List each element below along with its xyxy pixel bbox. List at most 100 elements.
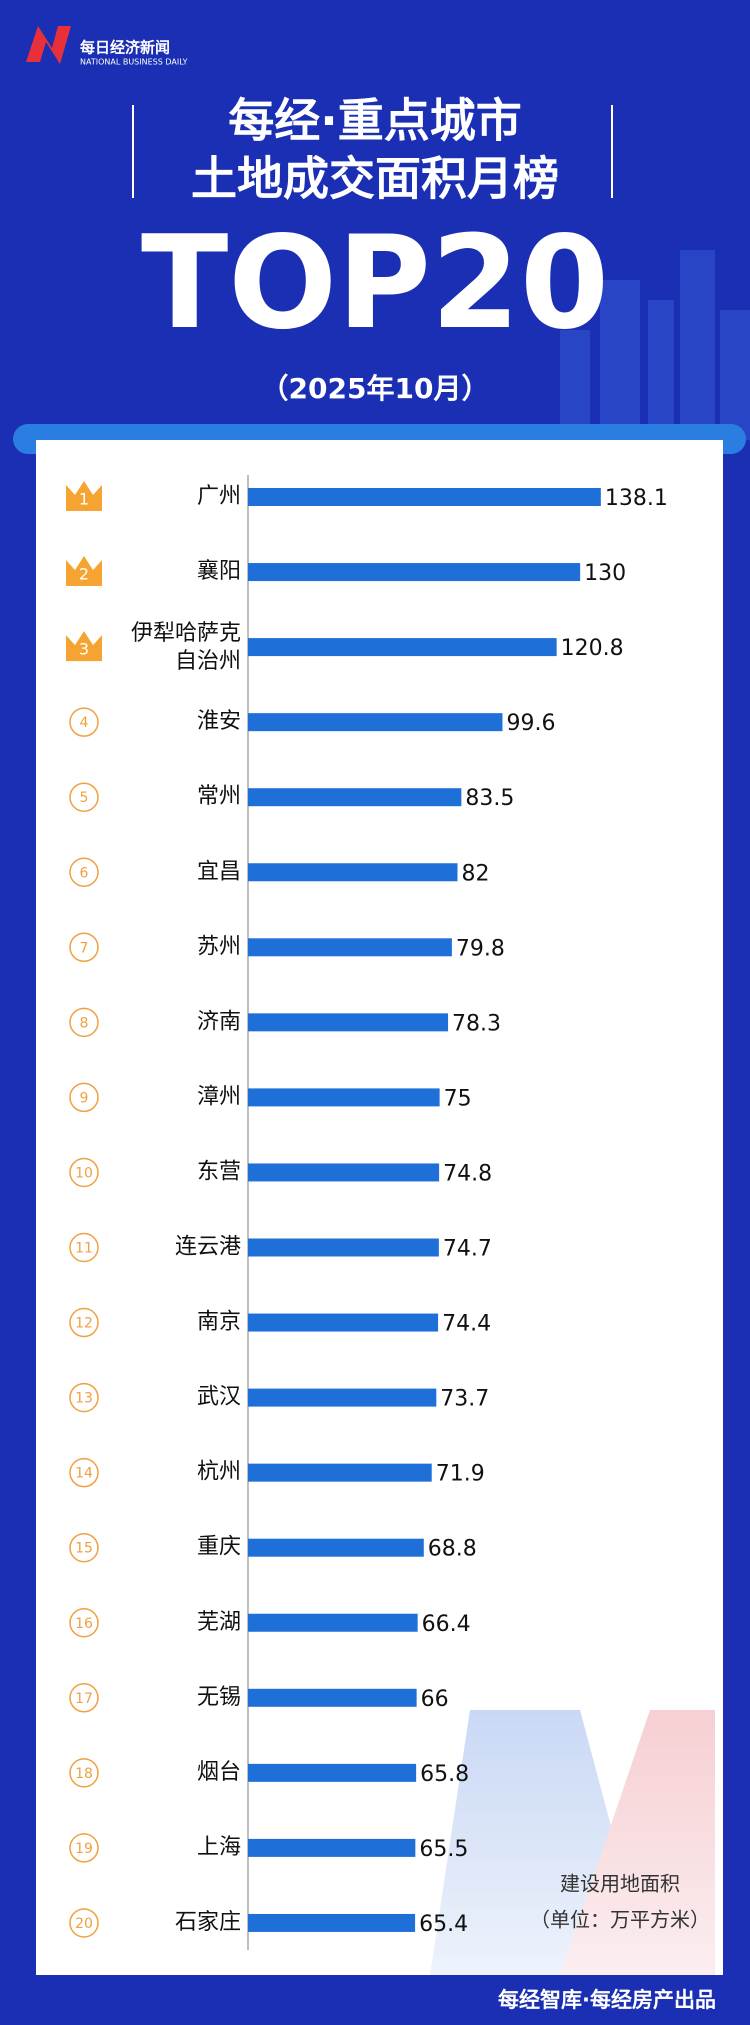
bar [248,1613,418,1632]
footer: 每经智库·每经房产出品 [498,1988,716,2012]
category-label: 宜昌 [197,859,241,884]
rank-number: 1 [79,490,89,509]
rank-circle [69,932,99,963]
value-label: 82 [462,861,490,886]
rank-circle [69,707,99,737]
rank-circle [69,1833,99,1863]
category-label: 连云港 [175,1235,241,1260]
rank-circle [69,1307,99,1338]
category-label: 重庆 [197,1535,241,1560]
rank-circle [69,1683,99,1713]
category-label: 东营 [197,1159,241,1184]
bar [248,1763,417,1782]
bar [248,1313,439,1332]
category-label: 武汉 [197,1385,241,1410]
category-label: 淮安 [197,709,241,734]
rank-number: 15 [75,1541,93,1557]
value-label: 65.5 [419,1837,468,1862]
rank-number: 18 [75,1766,93,1782]
value-label: 74.7 [443,1237,492,1262]
value-label: 99.6 [506,711,555,736]
value-label: 75 [444,1086,472,1111]
title: 每经·重点城市 [228,94,521,148]
rank-circle [69,1758,99,1788]
unit-note: （单位：万平方米） [530,1908,710,1932]
rank-circle [69,1382,99,1413]
category-label: 广州 [197,484,241,509]
category-label: 襄阳 [197,559,241,584]
value-label: 120.8 [561,636,624,661]
value-label: 71.9 [436,1462,485,1487]
value-label: 83.5 [465,786,514,811]
logo-name: 每日经济新闻 [80,39,170,57]
bar [248,713,503,732]
rank-number: 20 [75,1916,93,1932]
value-label: 73.7 [440,1387,489,1412]
rank-circle [69,1532,99,1563]
skyline [560,250,750,440]
rank-number: 2 [79,565,89,584]
rank-circle [69,1082,99,1113]
rank-crown [66,556,102,587]
rank-circle [69,1908,99,1938]
value-label: 66.4 [422,1612,471,1637]
value-label: 66 [421,1687,449,1712]
value-label: 138.1 [605,486,668,511]
rank-number: 11 [75,1241,93,1257]
headline: TOP20 [141,209,609,358]
value-label: 68.8 [428,1537,477,1562]
title: 土地成交面积月榜 [191,152,559,206]
category-label: 石家庄 [175,1910,241,1935]
value-label: 74.8 [443,1161,492,1186]
bar [248,1388,437,1407]
category-label: 常州 [197,784,241,809]
bar [248,863,458,882]
category-label: 芜湖 [197,1610,241,1635]
bar [248,938,452,957]
category-label: 伊犁哈萨克自治州 [131,621,241,674]
bar [248,1088,440,1107]
rank-number: 16 [75,1616,93,1632]
rank-number: 5 [80,790,89,806]
rank-circle [69,1157,99,1188]
category-label: 苏州 [197,934,241,959]
rank-crown [66,631,102,662]
bar [248,788,462,807]
bar [248,1913,416,1932]
rank-number: 17 [75,1691,93,1707]
bar [248,1838,416,1857]
value-label: 78.3 [452,1011,501,1036]
watermark [430,1710,715,1975]
category-label: 南京 [197,1310,241,1335]
rank-number: 13 [75,1391,93,1407]
rank-circle [69,1232,99,1263]
rank-number: 4 [80,715,89,731]
category-label: 漳州 [197,1084,241,1109]
rank-circle [69,1457,99,1488]
category-label: 无锡 [197,1685,241,1710]
value-label: 79.8 [456,936,505,961]
bar [248,1238,439,1257]
bar [248,1013,449,1032]
rank-number: 10 [75,1165,93,1181]
card [36,440,723,1975]
logo-english: NATIONAL BUSINESS DAILY [80,58,188,67]
rank-number: 3 [79,640,89,659]
rank-number: 8 [80,1015,89,1031]
bar [248,1163,440,1182]
rank-number: 12 [75,1316,93,1332]
unit-note: 建设用地面积 [560,1872,680,1896]
rank-circle [69,782,99,812]
category-label: 烟台 [197,1760,241,1785]
value-label: 130 [584,561,626,586]
value-label: 74.4 [442,1312,491,1337]
bar [248,1688,417,1707]
rank-number: 7 [80,940,89,956]
value-label: 65.8 [420,1762,469,1787]
rank-number: 6 [80,865,89,881]
rank-number: 9 [80,1090,89,1106]
logo-icon [26,26,71,64]
category-label: 济南 [197,1009,241,1034]
bar [248,563,581,582]
